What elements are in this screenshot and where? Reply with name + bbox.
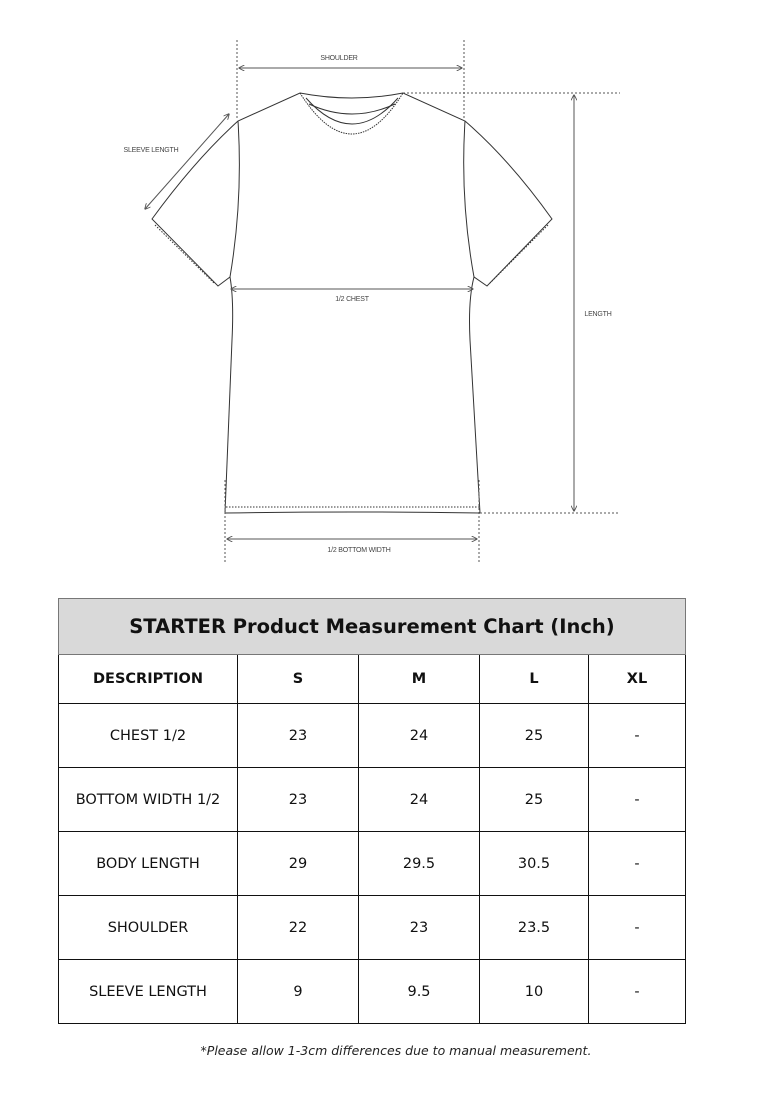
- shirt-outline: [151, 92, 553, 514]
- cell: -: [588, 831, 686, 896]
- cell: -: [588, 895, 686, 960]
- cell: 23: [237, 767, 359, 832]
- table-header-row: DESCRIPTION S M L XL: [58, 654, 686, 704]
- column-header: DESCRIPTION: [58, 654, 238, 704]
- cell: SLEEVE LENGTH: [58, 959, 238, 1024]
- cell: -: [588, 959, 686, 1024]
- sleeve-arrow: [145, 114, 229, 209]
- column-header: L: [479, 654, 589, 704]
- cell: 9.5: [358, 959, 480, 1024]
- cell: 10: [479, 959, 589, 1024]
- shoulder-label: SHOULDER: [320, 55, 357, 62]
- table-row: SLEEVE LENGTH 9 9.5 10-: [58, 959, 686, 1024]
- cell: 30.5: [479, 831, 589, 896]
- cell: -: [588, 703, 686, 768]
- measurement-guides: [145, 40, 620, 562]
- cell: 29.5: [358, 831, 480, 896]
- measurement-table: STARTER Product Measurement Chart (Inch)…: [58, 598, 686, 1024]
- table-title: STARTER Product Measurement Chart (Inch): [58, 598, 686, 655]
- cell: CHEST 1/2: [58, 703, 238, 768]
- column-header: M: [358, 654, 480, 704]
- cell: -: [588, 767, 686, 832]
- cell: 25: [479, 703, 589, 768]
- cell: BODY LENGTH: [58, 831, 238, 896]
- cell: 9: [237, 959, 359, 1024]
- table-row: SHOULDER 22 23 23.5-: [58, 895, 686, 960]
- cell: 24: [358, 703, 480, 768]
- tshirt-diagram: SHOULDER SLEEVE LENGTH 1/2 CHEST LENGTH …: [124, 40, 620, 562]
- measurement-note: *Please allow 1-3cm differences due to m…: [200, 1043, 592, 1058]
- length-label: LENGTH: [584, 311, 611, 318]
- cell: 23.5: [479, 895, 589, 960]
- column-header: S: [237, 654, 359, 704]
- cell: SHOULDER: [58, 895, 238, 960]
- cell: 22: [237, 895, 359, 960]
- table-row: CHEST 1/2 23 24 25-: [58, 703, 686, 768]
- cell: BOTTOM WIDTH 1/2: [58, 767, 238, 832]
- bottom-width-label: 1/2 BOTTOM WIDTH: [327, 547, 390, 554]
- table-row: BOTTOM WIDTH 1/2 23 24 25-: [58, 767, 686, 832]
- cell: 23: [237, 703, 359, 768]
- cell: 24: [358, 767, 480, 832]
- cell: 23: [358, 895, 480, 960]
- sleeve-length-label: SLEEVE LENGTH: [124, 147, 179, 154]
- column-header: XL: [588, 654, 686, 704]
- cell: 29: [237, 831, 359, 896]
- table-row: BODY LENGTH 29 29.5 30.5-: [58, 831, 686, 896]
- chest-label: 1/2 CHEST: [335, 296, 370, 303]
- cell: 25: [479, 767, 589, 832]
